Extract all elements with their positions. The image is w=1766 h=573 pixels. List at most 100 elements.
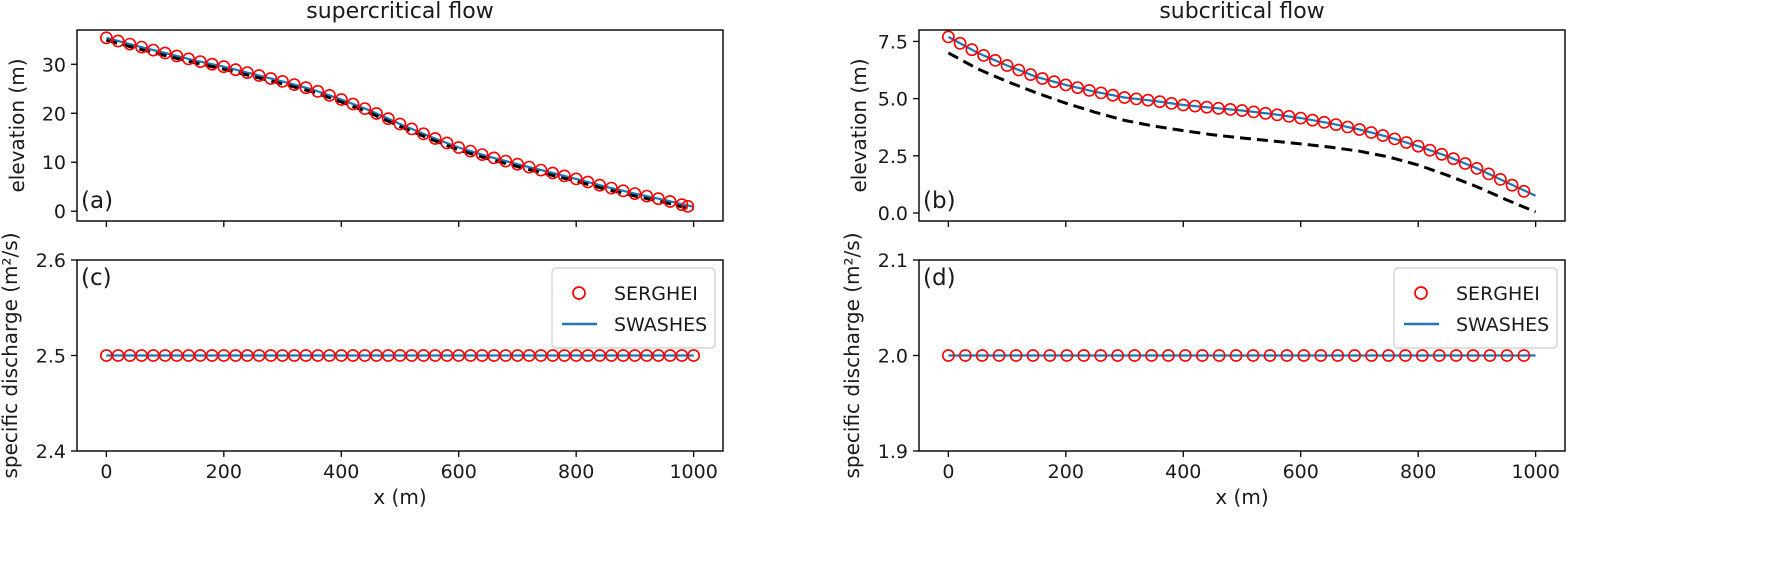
plot-area-a — [100, 31, 695, 213]
marker-serghei — [252, 69, 266, 82]
y-axis-label: elevation (m) — [5, 58, 29, 192]
y-tick-label: 0 — [54, 201, 66, 223]
marker-serghei — [381, 112, 395, 126]
legend-marker-serghei — [572, 286, 586, 300]
series-serghei-a — [100, 31, 695, 213]
marker-serghei — [217, 60, 231, 74]
marker-serghei — [1162, 349, 1175, 362]
marker-serghei — [1306, 113, 1319, 127]
marker-serghei — [1059, 78, 1073, 92]
x-tick-label: 800 — [558, 461, 594, 483]
marker-serghei — [1165, 97, 1178, 110]
series-swashes-a — [106, 36, 694, 208]
marker-serghei — [405, 122, 419, 136]
x-tick-label: 200 — [1048, 461, 1084, 483]
marker-serghei — [417, 127, 430, 141]
marker-serghei — [370, 107, 383, 120]
panel-d: 0 200 400 600 800 1000 1.9 2.0 2.1 (d) x (m) specif… — [840, 232, 1566, 509]
marker-serghei — [1012, 63, 1026, 77]
marker-serghei — [1447, 152, 1460, 166]
x-tick-label: 400 — [1165, 461, 1201, 483]
x-axis-label: x (m) — [1215, 485, 1268, 509]
marker-serghei — [499, 154, 513, 168]
plot-area-d — [942, 349, 1536, 362]
marker-serghei — [1517, 349, 1531, 362]
marker-serghei — [942, 30, 955, 44]
panel-label: (c) — [81, 265, 112, 291]
marker-serghei — [358, 102, 372, 115]
marker-serghei — [287, 78, 301, 91]
marker-serghei — [205, 57, 219, 71]
marker-serghei — [1043, 349, 1057, 362]
marker-serghei — [393, 117, 407, 131]
y-tick-label: 0.0 — [878, 203, 908, 225]
marker-serghei — [135, 40, 148, 54]
x-tick-label: 600 — [1283, 461, 1319, 483]
marker-serghei — [942, 349, 955, 362]
panels: 0 10 20 30 (a) supercritical flow elevation (m… — [0, 0, 1566, 509]
y-tick-label: 2.5 — [878, 146, 908, 168]
marker-serghei — [346, 97, 360, 111]
marker-serghei — [1195, 349, 1209, 362]
series-serghei-d — [942, 349, 1531, 362]
marker-serghei — [1178, 349, 1192, 362]
y-tick-label: 2.6 — [36, 250, 66, 272]
marker-serghei — [311, 84, 325, 98]
x-tick-label: 1000 — [669, 461, 717, 483]
marker-serghei — [1365, 349, 1378, 362]
marker-serghei — [1466, 349, 1480, 362]
marker-serghei — [1376, 129, 1390, 142]
marker-serghei — [1294, 111, 1308, 125]
marker-serghei — [605, 181, 618, 195]
plot-area-b — [942, 30, 1537, 214]
marker-serghei — [1060, 349, 1074, 362]
marker-serghei — [1482, 167, 1496, 181]
marker-serghei — [628, 187, 642, 200]
marker-serghei — [1483, 349, 1497, 362]
marker-serghei — [652, 192, 665, 206]
marker-serghei — [992, 349, 1006, 362]
y-tick-label: 2.1 — [878, 250, 908, 272]
marker-serghei — [1035, 72, 1049, 85]
marker-serghei — [988, 54, 1002, 67]
marker-serghei — [1494, 172, 1507, 186]
marker-serghei — [640, 189, 654, 203]
marker-serghei — [546, 166, 560, 180]
legend-box — [551, 267, 716, 349]
marker-serghei — [569, 172, 583, 186]
y-tick-label: 2.4 — [36, 441, 66, 463]
marker-serghei — [1145, 349, 1158, 362]
marker-serghei — [1009, 349, 1023, 362]
marker-serghei — [1297, 349, 1311, 362]
plot-area-c — [100, 349, 700, 362]
legend: SERGHEI SWASHES — [1393, 267, 1558, 349]
marker-serghei — [1024, 68, 1037, 81]
marker-serghei — [977, 49, 990, 62]
y-tick-label: 2.5 — [36, 346, 66, 368]
marker-serghei — [1382, 349, 1395, 362]
marker-serghei — [1094, 86, 1108, 100]
marker-serghei — [170, 49, 184, 63]
marker-serghei — [323, 89, 336, 102]
marker-serghei — [681, 199, 695, 213]
marker-serghei — [1329, 118, 1343, 131]
marker-serghei — [1229, 349, 1243, 362]
marker-serghei — [487, 151, 501, 165]
marker-serghei — [1353, 123, 1366, 136]
y-tick-label: 10 — [42, 152, 66, 174]
marker-serghei — [193, 55, 207, 68]
marker-serghei — [229, 63, 242, 77]
marker-serghei — [1270, 108, 1284, 122]
legend-entry-serghei: SERGHEI — [614, 283, 698, 305]
y-tick-label: 1.9 — [878, 441, 908, 463]
marker-serghei — [1094, 349, 1108, 362]
marker-serghei — [123, 37, 137, 51]
marker-serghei — [1331, 349, 1345, 362]
series-bed-b — [947, 51, 1537, 214]
marker-serghei — [182, 52, 195, 66]
marker-serghei — [1432, 349, 1446, 362]
marker-serghei — [1280, 349, 1294, 362]
y-tick-label: 20 — [42, 103, 66, 125]
marker-serghei — [1026, 349, 1040, 362]
marker-serghei — [687, 349, 700, 362]
